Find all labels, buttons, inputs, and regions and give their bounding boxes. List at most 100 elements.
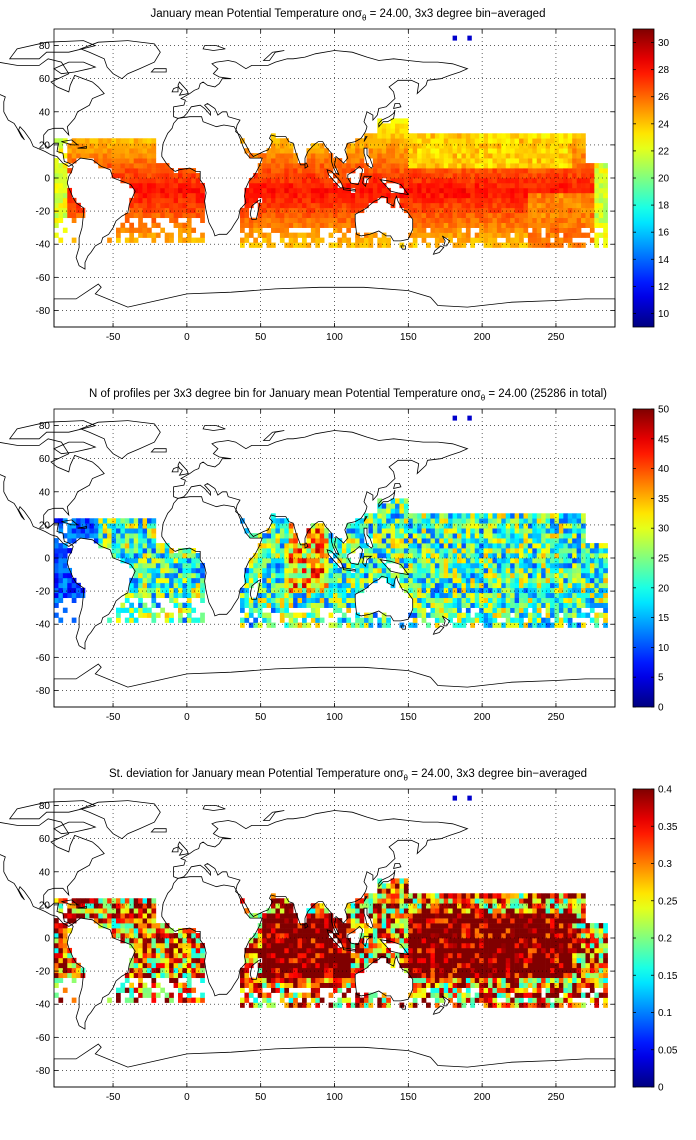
bin-cell: [408, 173, 414, 179]
bin-cell: [501, 528, 507, 534]
bin-cell: [558, 148, 564, 154]
bin-cell: [182, 577, 188, 584]
bin-cell: [262, 192, 267, 199]
bin-cell: [558, 217, 564, 223]
bin-cell: [372, 612, 378, 618]
bin-cell: [536, 572, 542, 579]
bin-cell: [271, 242, 276, 248]
bin-cell: [178, 567, 183, 574]
bin-cell: [155, 577, 161, 584]
bin-cell: [129, 548, 135, 554]
bin-cell: [457, 553, 462, 559]
bin-cell: [350, 197, 356, 204]
bin-cell: [470, 587, 476, 594]
bin-cell: [306, 622, 312, 628]
bin-cell: [501, 242, 507, 248]
bin-cell: [488, 617, 493, 623]
bin-cell: [350, 982, 356, 988]
bin-cell: [279, 992, 285, 998]
bin-cell: [467, 415, 472, 421]
bin-cell: [527, 548, 533, 554]
bin-cell: [594, 592, 600, 599]
bin-cell: [550, 597, 555, 603]
bin-cell: [572, 533, 577, 539]
bin-cell: [448, 143, 453, 149]
bin-cell: [492, 232, 498, 238]
bin-cell: [244, 567, 250, 574]
bin-cell: [567, 143, 573, 149]
bin-cell: [483, 242, 489, 248]
bin-cell: [399, 513, 405, 519]
bin-cell: [510, 592, 515, 599]
bin-cell: [350, 153, 356, 159]
bin-cell: [505, 513, 511, 519]
bin-cell: [315, 903, 321, 909]
bin-cell: [417, 153, 422, 159]
bin-cell: [93, 538, 99, 544]
bin-cell: [572, 567, 577, 574]
bin-cell: [572, 548, 577, 554]
bin-cell: [328, 923, 334, 929]
bin-cell: [470, 202, 476, 209]
bin-cell: [120, 548, 126, 554]
bin-cell: [182, 987, 188, 993]
bin-cell: [297, 587, 303, 594]
bin-cell: [510, 558, 515, 564]
bin-cell: [182, 212, 188, 219]
bin-cell: [412, 202, 418, 209]
bin-cell: [488, 227, 493, 233]
bin-cell: [470, 197, 476, 204]
bin-cell: [129, 903, 135, 909]
bin-cell: [594, 612, 600, 618]
bin-cell: [306, 977, 312, 983]
bin-cell: [457, 558, 462, 564]
bin-cell: [554, 558, 560, 564]
bin-cell: [594, 602, 600, 608]
bin-cell: [572, 148, 577, 154]
bin-cell: [474, 513, 480, 519]
bin-cell: [346, 582, 352, 589]
bin-cell: [191, 572, 197, 579]
bin-cell: [310, 567, 316, 574]
bin-cell: [519, 207, 524, 214]
bin-cell: [554, 138, 560, 144]
bin-cell: [523, 513, 529, 519]
bin-cell: [439, 192, 445, 199]
bin-cell: [58, 928, 64, 934]
bin-cell: [501, 582, 507, 589]
bin-cell: [412, 197, 418, 204]
bin-cell: [452, 577, 458, 584]
bin-cell: [496, 558, 502, 564]
bin-cell: [324, 592, 329, 599]
bin-cell: [155, 207, 161, 214]
bin-cell: [315, 977, 321, 983]
bin-cell: [155, 572, 161, 579]
x-tick-label: 250: [548, 712, 565, 720]
x-tick-label: -50: [106, 712, 121, 720]
bin-cell: [297, 1002, 303, 1008]
bin-cell: [288, 587, 294, 594]
bin-cell: [288, 972, 294, 979]
bin-cell: [439, 227, 445, 233]
bin-cell: [567, 178, 573, 184]
bin-cell: [395, 118, 400, 124]
bin-cell: [550, 612, 555, 618]
bin-cell: [266, 202, 272, 209]
bin-cell: [523, 163, 529, 169]
bin-cell: [306, 543, 312, 549]
bin-cell: [492, 617, 498, 623]
bin-cell: [297, 582, 303, 589]
bin-cell: [328, 187, 334, 194]
bin-cell: [501, 153, 507, 159]
bin-cell: [337, 197, 343, 204]
bin-cell: [452, 148, 458, 154]
bin-cell: [62, 972, 68, 979]
bin-cell: [492, 178, 498, 184]
bin-cell: [120, 923, 126, 929]
bin-cell: [496, 138, 502, 144]
bin-cell: [71, 582, 77, 589]
bin-cell: [310, 158, 316, 164]
bin-cell: [421, 173, 427, 179]
bin-cell: [191, 952, 197, 959]
bin-cell: [346, 168, 352, 174]
